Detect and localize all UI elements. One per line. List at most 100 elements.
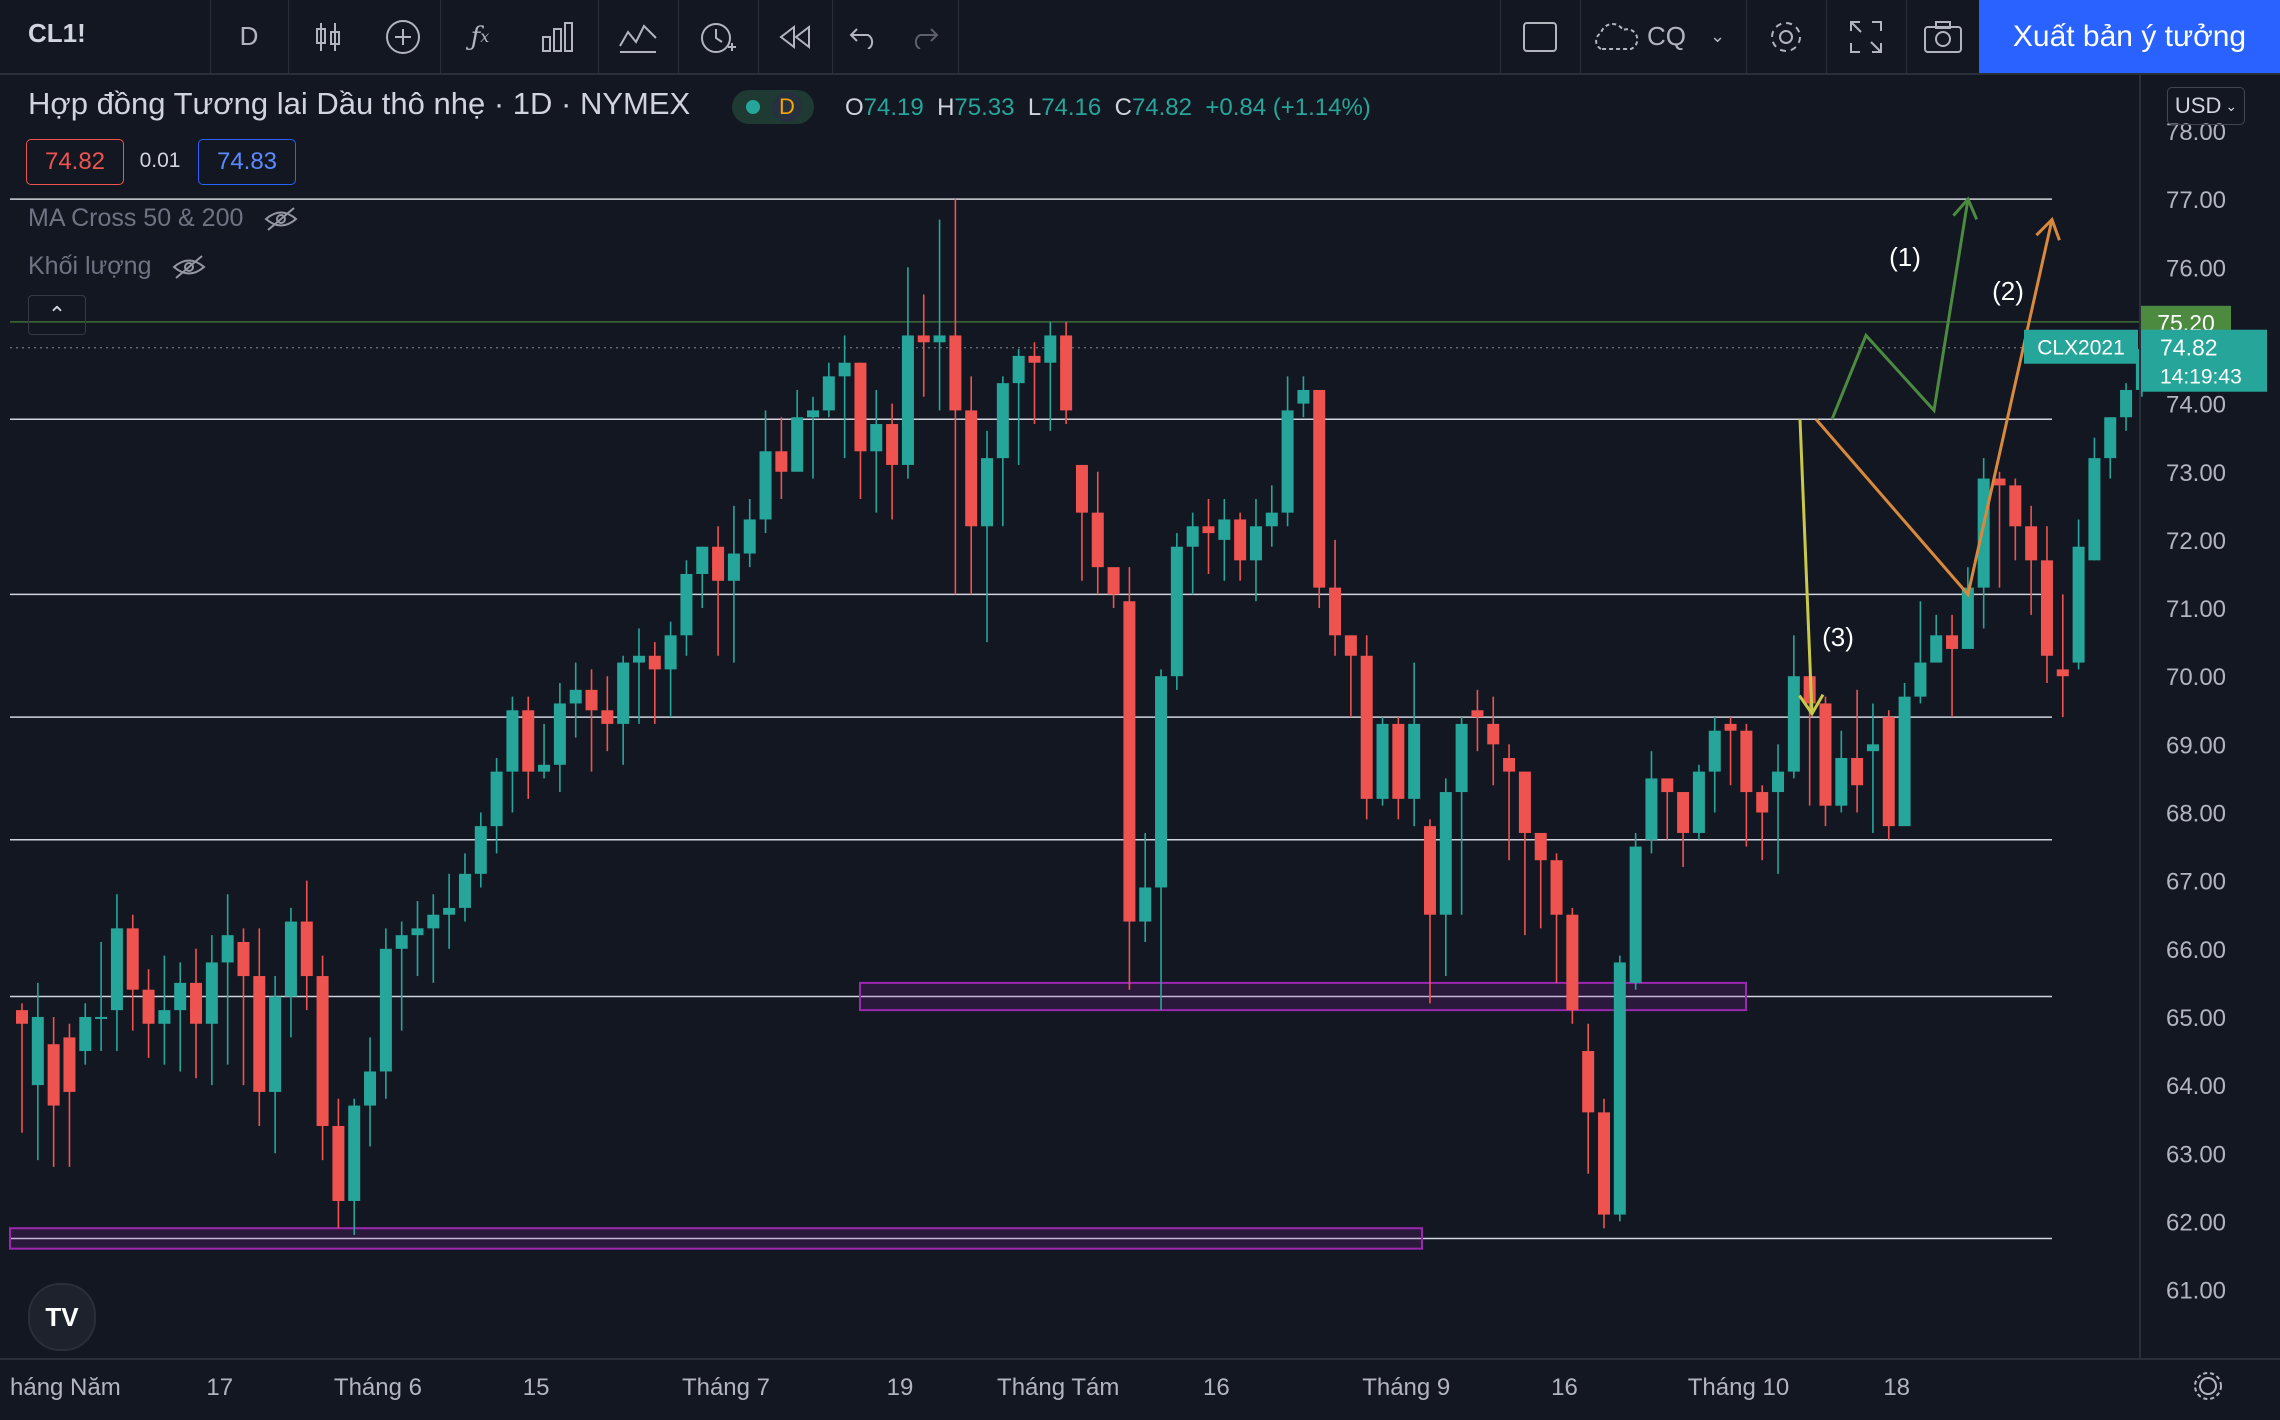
camera-icon[interactable] <box>1908 0 1978 73</box>
candle[interactable] <box>553 683 566 793</box>
candle[interactable] <box>1708 717 1721 813</box>
candle[interactable] <box>2025 505 2038 615</box>
candle[interactable] <box>759 410 772 534</box>
candle[interactable] <box>1028 342 1041 425</box>
candle[interactable] <box>1075 464 1088 581</box>
projection-path-3[interactable] <box>1798 419 1814 714</box>
buy-price-box[interactable]: 74.83 <box>198 139 296 185</box>
candle[interactable] <box>110 894 123 1052</box>
candle[interactable] <box>1044 321 1057 431</box>
candle[interactable] <box>807 396 819 479</box>
candle[interactable] <box>949 199 962 595</box>
candle[interactable] <box>63 1023 76 1167</box>
symbol-title[interactable]: Hợp đồng Tương lai Dầu thô nhẹ · 1D · NY… <box>28 86 691 121</box>
candle[interactable] <box>1756 785 1769 861</box>
candle[interactable] <box>838 335 851 459</box>
candle[interactable] <box>1613 955 1626 1222</box>
redo-icon[interactable] <box>894 0 954 73</box>
candle[interactable] <box>1329 539 1342 656</box>
axis-settings-gear-icon[interactable] <box>2194 1372 2222 1400</box>
candle[interactable] <box>648 642 661 724</box>
candle[interactable] <box>1060 321 1073 425</box>
candle[interactable] <box>1091 471 1104 595</box>
candle[interactable] <box>1297 376 1310 418</box>
candle[interactable] <box>854 362 867 500</box>
candle[interactable] <box>664 621 677 718</box>
candle[interactable] <box>95 941 108 1052</box>
time-axis[interactable] <box>0 1358 2280 1420</box>
candle[interactable] <box>1819 696 1832 827</box>
candle[interactable] <box>1344 635 1357 718</box>
candle[interactable] <box>237 928 250 1086</box>
candle[interactable] <box>395 921 408 1031</box>
candle[interactable] <box>680 560 693 656</box>
alert-clock-icon[interactable] <box>680 0 756 73</box>
candle[interactable] <box>1170 533 1183 690</box>
candle[interactable] <box>727 505 740 663</box>
candle[interactable] <box>712 526 725 656</box>
candle[interactable] <box>1265 485 1278 547</box>
candle[interactable] <box>379 928 392 1099</box>
candle[interactable] <box>1107 567 1120 609</box>
candle[interactable] <box>1218 499 1231 581</box>
tradingview-logo[interactable]: TV <box>28 1283 96 1351</box>
candle[interactable] <box>585 669 598 772</box>
candle[interactable] <box>174 962 187 1072</box>
candle[interactable] <box>1550 853 1563 983</box>
candle[interactable] <box>1503 744 1516 861</box>
undo-icon[interactable] <box>834 0 894 73</box>
candle[interactable] <box>253 928 266 1126</box>
interval-button[interactable]: D <box>239 21 259 51</box>
chart-type-candles-icon[interactable] <box>290 0 366 73</box>
candle[interactable] <box>300 880 313 1011</box>
symbol-search[interactable]: CL1! <box>28 18 86 48</box>
candle[interactable] <box>522 696 535 799</box>
candle[interactable] <box>79 1003 92 1065</box>
candle[interactable] <box>1993 471 2006 588</box>
candle[interactable] <box>1139 832 1152 942</box>
candle[interactable] <box>158 955 171 1065</box>
candle[interactable] <box>1392 717 1405 820</box>
candle[interactable] <box>1787 635 1800 779</box>
candle[interactable] <box>822 362 835 418</box>
candle[interactable] <box>1914 601 1927 704</box>
candle[interactable] <box>142 969 155 1058</box>
candle[interactable] <box>569 662 582 738</box>
templates-icon[interactable] <box>600 0 676 73</box>
candle[interactable] <box>917 294 930 397</box>
candle[interactable] <box>1740 723 1753 847</box>
candle[interactable] <box>1534 832 1547 929</box>
candle[interactable] <box>1835 730 1848 813</box>
candle[interactable] <box>2120 383 2133 431</box>
candle[interactable] <box>411 901 424 977</box>
candle[interactable] <box>791 389 804 472</box>
indicator-volume[interactable]: Khối lượng <box>28 252 206 281</box>
candle[interactable] <box>364 1037 377 1147</box>
replay-rewind-icon[interactable] <box>760 0 830 73</box>
cloud-save-button[interactable]: CQ ⌄ <box>1582 0 1732 73</box>
candle[interactable] <box>427 894 440 983</box>
candle[interactable] <box>1202 499 1215 574</box>
candle[interactable] <box>1518 771 1531 936</box>
candle[interactable] <box>332 1098 345 1229</box>
publish-idea-button[interactable]: Xuất bản ý tưởng <box>1979 0 2280 73</box>
candle[interactable] <box>1629 832 1642 990</box>
sell-price-box[interactable]: 74.82 <box>26 139 124 185</box>
chevron-down-icon[interactable]: ⌄ <box>1709 26 1726 46</box>
candle[interactable] <box>1186 512 1199 595</box>
candle[interactable] <box>1408 662 1421 827</box>
candle[interactable] <box>1645 751 1658 854</box>
candle[interactable] <box>221 894 234 1065</box>
candle[interactable] <box>2072 519 2085 670</box>
candle[interactable] <box>1898 683 1911 827</box>
candle[interactable] <box>696 546 709 609</box>
candle[interactable] <box>870 389 883 513</box>
candle[interactable] <box>126 914 139 1031</box>
candle[interactable] <box>1692 764 1705 840</box>
collapse-legend-button[interactable]: ⌃ <box>28 295 86 335</box>
candle[interactable] <box>1851 689 1864 813</box>
candle[interactable] <box>601 676 614 752</box>
candle[interactable] <box>47 1016 60 1167</box>
